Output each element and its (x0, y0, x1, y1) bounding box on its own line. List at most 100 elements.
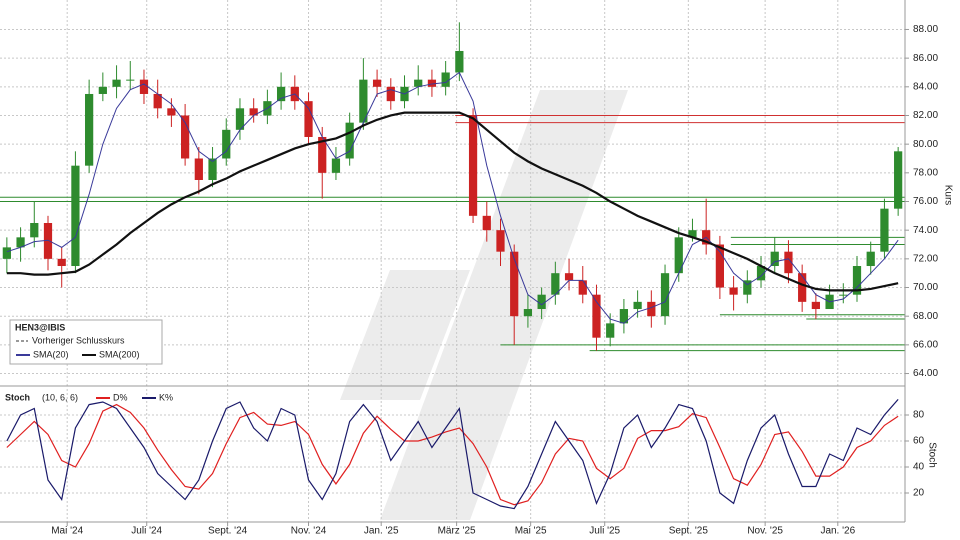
candle-body (455, 50, 464, 73)
candle-body (551, 273, 560, 295)
candle-body (496, 230, 505, 252)
candle-body (482, 215, 491, 231)
candle-body (414, 79, 423, 87)
x-tick-label: Jan. '26 (820, 526, 855, 537)
candle-body (468, 115, 478, 216)
y-axis-label: Stoch (926, 442, 937, 468)
candle-body (647, 301, 656, 317)
candle-body (784, 251, 793, 274)
candle-body (729, 287, 738, 295)
y-tick-label: 66.00 (913, 340, 938, 351)
candle-body (633, 301, 642, 310)
legend-label: D% (113, 392, 128, 402)
legend-box (9, 319, 163, 365)
panel-params: (10, 6, 6) (42, 392, 78, 402)
candle-body (866, 251, 875, 267)
x-tick-label: Mai '25 (515, 526, 547, 537)
x-tick-label: Sept. '24 (208, 526, 248, 537)
candle-body (510, 251, 519, 317)
candle-body (85, 93, 94, 166)
candle-body (852, 266, 862, 295)
candle-body (208, 158, 217, 180)
candle-body (839, 294, 848, 296)
candle-body (386, 86, 395, 102)
panel-title: Stoch (5, 392, 30, 402)
stoch-line (6, 403, 899, 506)
legend-label: SMA(20) (33, 349, 69, 359)
candle-body (249, 108, 258, 116)
candle-body (359, 79, 368, 123)
candle-body (674, 237, 683, 274)
candle-body (43, 223, 53, 259)
candle-body (194, 158, 203, 180)
candle-body (880, 208, 889, 252)
y-tick-label: 74.00 (913, 225, 938, 236)
y-tick-label: 80.00 (913, 139, 938, 150)
y-axis-label: Kurs (942, 185, 953, 206)
candle-body (372, 79, 382, 87)
candle-body (126, 79, 135, 81)
x-tick-label: Nov. '24 (291, 526, 327, 537)
candle-body (16, 237, 25, 248)
y-tick-label: 86.00 (913, 53, 938, 64)
sma-line (6, 111, 899, 292)
y-tick-label: 76.00 (913, 196, 938, 207)
legend-title: HEN3@IBIS (15, 322, 65, 332)
candle-body (2, 247, 11, 259)
candle-body (756, 266, 766, 281)
y-tick-label: 80 (913, 410, 925, 421)
x-tick-label: Mai '24 (51, 526, 83, 537)
y-tick-label: 60 (913, 436, 925, 447)
candle-body (798, 273, 807, 302)
candle-body (715, 244, 724, 288)
y-tick-label: 70.00 (913, 282, 938, 293)
x-tick-label: Juli '24 (131, 526, 162, 537)
candle-body (441, 72, 450, 87)
candle-body (770, 251, 779, 267)
x-tick-label: März '25 (438, 526, 476, 537)
candle-body (318, 136, 327, 173)
candle-body (30, 223, 39, 238)
candle-body (345, 122, 354, 159)
candle-body (222, 129, 231, 159)
candle-body (276, 86, 286, 102)
candle-body (894, 151, 903, 209)
candle-body (606, 323, 615, 338)
layers (0, 0, 905, 522)
candle-body (592, 294, 601, 338)
candle-body (153, 93, 162, 109)
candle-body (427, 79, 437, 87)
candle-body (235, 108, 245, 130)
candle-body (304, 101, 313, 137)
stoch-line (6, 399, 899, 510)
y-tick-label: 82.00 (913, 110, 938, 121)
y-tick-label: 88.00 (913, 24, 938, 35)
candle-body (57, 258, 66, 267)
legend-label: Vorheriger Schlusskurs (32, 335, 125, 345)
y-tick-label: 84.00 (913, 81, 938, 92)
candle-body (811, 301, 820, 310)
y-tick-label: 78.00 (913, 167, 938, 178)
candle-body (331, 158, 341, 173)
candle-body (181, 115, 190, 159)
candle-body (537, 294, 546, 310)
candle-body (619, 309, 629, 324)
y-tick-label: 72.00 (913, 253, 938, 264)
y-tick-label: 68.00 (913, 311, 938, 322)
candle-body (112, 79, 121, 87)
candle-body (564, 273, 574, 281)
y-tick-label: 64.00 (913, 368, 938, 379)
candle-body (523, 309, 533, 317)
candle-body (139, 79, 149, 94)
candle-body (743, 280, 752, 295)
watermark (340, 270, 470, 400)
candle-body (98, 86, 107, 94)
x-tick-label: Jan. '25 (364, 526, 399, 537)
legend-label: SMA(200) (99, 349, 140, 359)
candle-body (578, 280, 587, 295)
candle-body (167, 108, 176, 116)
x-tick-label: Nov. '25 (747, 526, 783, 537)
candle-body (660, 273, 670, 317)
sma-line (6, 71, 899, 324)
